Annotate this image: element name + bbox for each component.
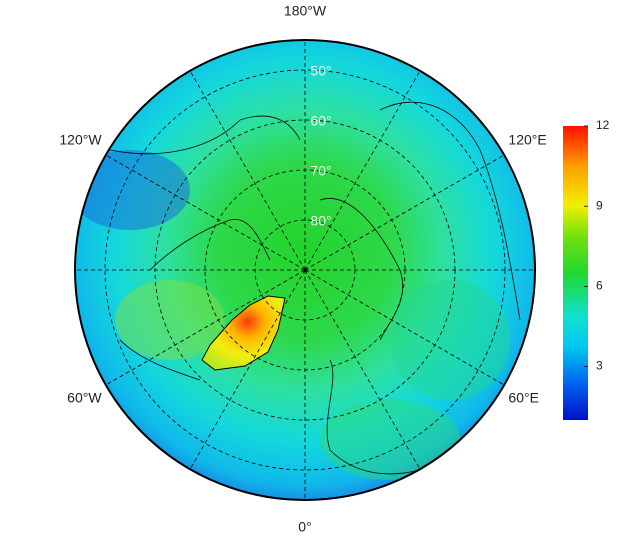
latitude-label: 50°	[310, 63, 331, 79]
graticule	[75, 40, 535, 500]
meridian	[304, 269, 505, 386]
colorbar-tick-label: 3	[596, 359, 603, 373]
longitude-label: 60°W	[67, 390, 102, 406]
colorbar	[563, 126, 588, 420]
latitude-label: 80°	[310, 213, 331, 229]
colorbar-tick-label: 9	[596, 198, 603, 212]
longitude-label: 120°E	[508, 132, 546, 148]
colorbar-tick-label: 6	[596, 279, 603, 293]
latitude-label: 70°	[310, 163, 331, 179]
map-border	[74, 39, 536, 501]
meridian	[189, 269, 306, 470]
longitude-label: 180°W	[284, 3, 327, 19]
longitude-label: 0°	[298, 519, 311, 535]
meridian	[189, 70, 306, 271]
meridian	[304, 154, 505, 271]
meridian	[105, 154, 306, 271]
meridian	[304, 70, 421, 271]
colorbar-tick-label: 12	[596, 118, 610, 132]
meridian	[105, 269, 306, 386]
latitude-label: 60°	[310, 113, 331, 129]
longitude-label: 60°E	[508, 390, 539, 406]
longitude-label: 120°W	[59, 132, 102, 148]
meridian	[304, 269, 421, 470]
